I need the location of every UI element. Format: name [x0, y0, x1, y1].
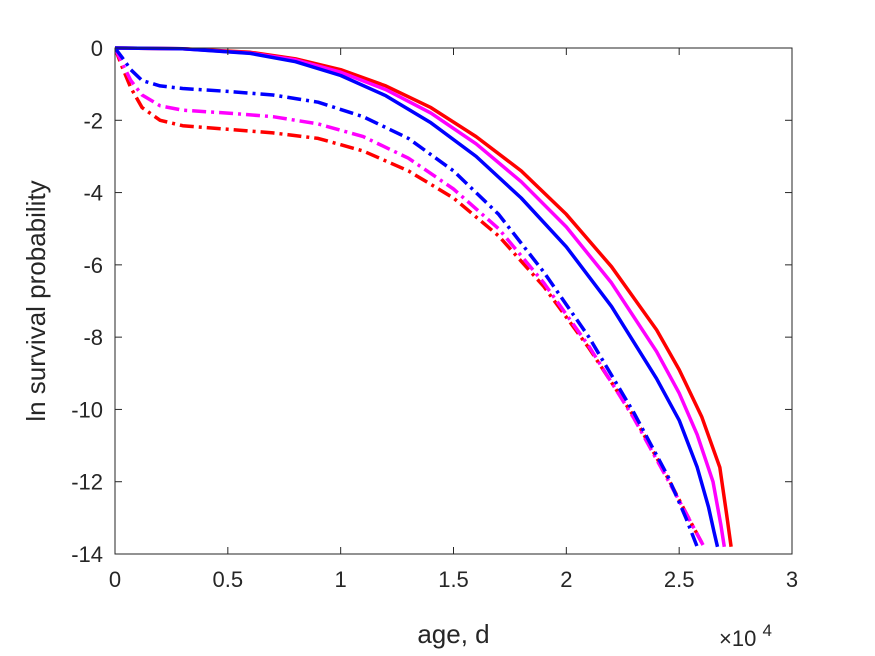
y-tick-label: -12	[71, 470, 103, 495]
x-tick-label: 2	[560, 567, 572, 592]
x-axis-exponent: ×10 4	[719, 621, 772, 651]
y-tick-label: -2	[83, 108, 103, 133]
x-axis-exponent-power: 4	[762, 621, 771, 640]
y-tick-label: -14	[71, 542, 103, 567]
y-tick-label: 0	[91, 36, 103, 61]
x-tick-label: 2.5	[664, 567, 695, 592]
series-line-5	[115, 47, 706, 548]
x-tick-label: 1	[335, 567, 347, 592]
x-tick-label: 0.5	[213, 567, 244, 592]
x-tick-label: 1.5	[438, 567, 469, 592]
x-tick-label: 3	[786, 567, 798, 592]
y-tick-label: -4	[83, 181, 103, 206]
y-tick-label: -8	[83, 325, 103, 350]
y-tick-label: -6	[83, 253, 103, 278]
series-layer	[115, 46, 733, 548]
x-tick-label: 0	[109, 567, 121, 592]
y-axis-label: ln survival probability	[21, 180, 51, 421]
x-axis-ticks: 0 0.5 1 1.5 2 2.5 3	[109, 48, 798, 592]
series-line-6	[115, 46, 699, 548]
y-axis-ticks: 0 -2 -4 -6 -8 -10 -12 -14	[71, 36, 792, 567]
x-axis-exponent-base: ×10	[719, 626, 756, 651]
series-line-3	[115, 46, 720, 548]
x-axis-label: age, d	[417, 619, 489, 649]
y-tick-label: -10	[71, 397, 103, 422]
